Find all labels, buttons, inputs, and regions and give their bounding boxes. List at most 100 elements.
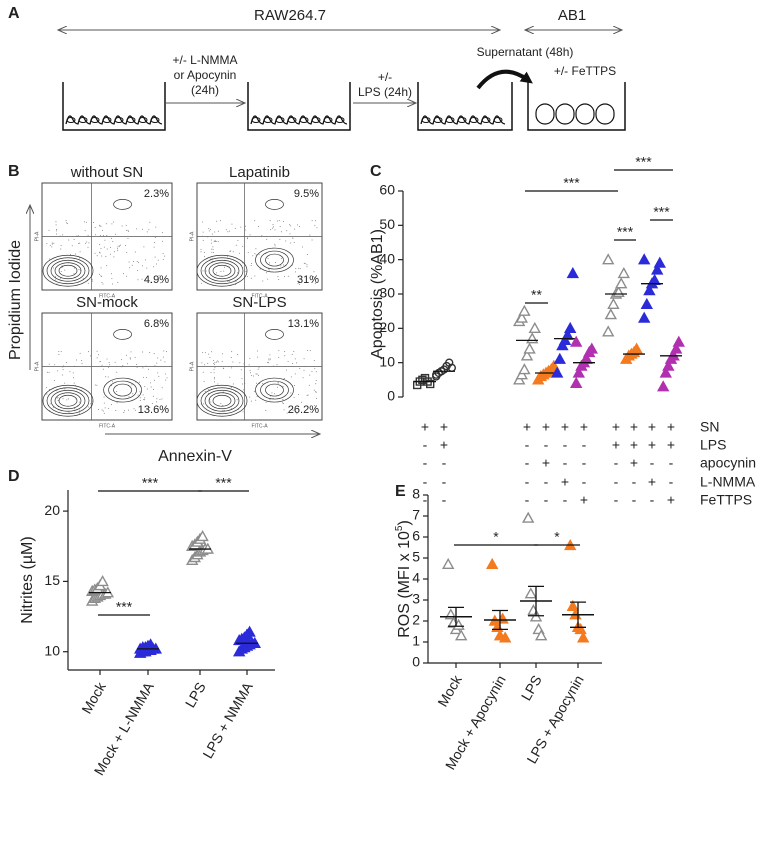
- event: [257, 368, 259, 370]
- y-tick-label: 15: [44, 572, 60, 588]
- event: [103, 412, 105, 414]
- event: [64, 388, 66, 390]
- event: [146, 231, 148, 233]
- event: [240, 226, 242, 228]
- event: [135, 409, 137, 411]
- event: [153, 352, 155, 354]
- event: [297, 224, 299, 226]
- condition-sign: -: [582, 455, 587, 471]
- event: [111, 381, 113, 383]
- event: [141, 228, 143, 230]
- event: [282, 402, 284, 404]
- event: [134, 356, 136, 358]
- event: [221, 360, 223, 362]
- event: [127, 237, 129, 239]
- event: [111, 273, 113, 275]
- event: [274, 245, 276, 247]
- event: [64, 382, 66, 384]
- event: [259, 268, 261, 270]
- mini-axis-label: FITC-A: [251, 293, 268, 299]
- point: [662, 359, 675, 371]
- event: [75, 235, 77, 237]
- cell: [126, 117, 136, 123]
- point: [523, 342, 536, 354]
- plot-title: without SN: [70, 164, 144, 181]
- event: [52, 267, 54, 269]
- event: [246, 276, 248, 278]
- event: [49, 258, 51, 260]
- event: [132, 260, 134, 262]
- event: [309, 411, 311, 413]
- event: [118, 245, 120, 247]
- condition-name: LPS: [700, 437, 726, 453]
- contour: [212, 264, 232, 277]
- event: [84, 242, 86, 244]
- event: [154, 236, 156, 238]
- condition-sign: -: [669, 474, 674, 490]
- event: [73, 377, 75, 379]
- cell: [335, 117, 345, 123]
- condition-sign: +: [561, 474, 569, 490]
- event: [265, 409, 267, 411]
- event: [257, 374, 259, 376]
- event: [87, 282, 89, 284]
- contour: [113, 383, 132, 397]
- event: [214, 362, 216, 364]
- event: [249, 396, 251, 398]
- point: [96, 574, 109, 587]
- event: [93, 221, 95, 223]
- event: [55, 230, 57, 232]
- condition-sign: -: [423, 437, 428, 453]
- event: [315, 391, 317, 393]
- event: [203, 403, 205, 405]
- point: [617, 266, 630, 279]
- event: [266, 238, 268, 240]
- event: [142, 394, 144, 396]
- event: [249, 357, 251, 359]
- y-tick-label: 40: [379, 250, 395, 266]
- event: [90, 366, 92, 368]
- event: [146, 388, 148, 390]
- event: [138, 261, 140, 263]
- event: [102, 410, 104, 412]
- event: [81, 359, 83, 361]
- point: [570, 335, 583, 347]
- event: [60, 350, 62, 352]
- condition-sign: +: [667, 492, 675, 508]
- event: [210, 239, 212, 241]
- event: [55, 279, 57, 281]
- event: [73, 238, 75, 240]
- event: [101, 230, 103, 232]
- step-text: +/- FeTTPS: [554, 64, 616, 78]
- cell: [66, 117, 76, 123]
- event: [96, 350, 98, 352]
- event: [113, 251, 115, 253]
- y-tick-label: 20: [44, 502, 60, 518]
- point: [566, 266, 579, 279]
- event: [119, 244, 121, 246]
- event: [273, 235, 275, 237]
- y-tick-label: 50: [379, 216, 395, 232]
- event: [227, 256, 229, 258]
- event: [237, 240, 239, 242]
- event: [290, 392, 292, 394]
- event: [249, 369, 251, 371]
- event: [113, 221, 115, 223]
- percent-label: 26.2%: [288, 404, 319, 416]
- event: [208, 389, 210, 391]
- event: [276, 364, 278, 366]
- contour: [265, 199, 284, 210]
- event: [222, 409, 224, 411]
- event: [220, 220, 222, 222]
- event: [56, 233, 58, 235]
- event: [136, 363, 138, 365]
- event: [278, 356, 280, 358]
- event: [89, 355, 91, 357]
- panel-label: B: [8, 163, 20, 180]
- x-axis-title: Annexin-V: [158, 448, 232, 465]
- event: [108, 408, 110, 410]
- event: [79, 352, 81, 354]
- event: [238, 252, 240, 254]
- event: [212, 249, 214, 251]
- event: [247, 252, 249, 254]
